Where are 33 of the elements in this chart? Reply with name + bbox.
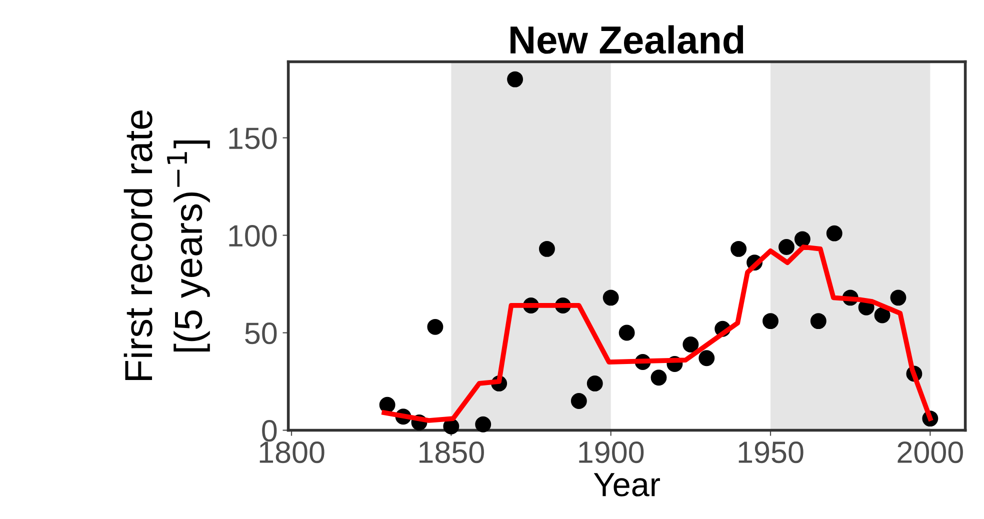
x-tick-label: 1800 bbox=[260, 441, 324, 464]
point bbox=[650, 370, 667, 386]
point bbox=[570, 393, 587, 409]
point bbox=[538, 240, 555, 257]
x-tick-label: 1900 bbox=[579, 441, 644, 464]
y-tick-label: 0 bbox=[262, 420, 277, 442]
point bbox=[618, 324, 635, 341]
y-axis-title: First record rate [(5 years)$^{−1}$] bbox=[124, 110, 210, 380]
point bbox=[730, 240, 747, 257]
point bbox=[443, 418, 460, 434]
y-tick-label: 150 bbox=[229, 128, 277, 150]
point bbox=[682, 336, 699, 352]
point bbox=[890, 290, 906, 306]
point bbox=[586, 375, 603, 392]
x-axis-title: Year bbox=[594, 473, 660, 496]
point bbox=[698, 350, 715, 366]
chart-title: New Zealand bbox=[510, 25, 744, 54]
point bbox=[427, 318, 444, 335]
point bbox=[602, 290, 619, 306]
point bbox=[826, 225, 842, 242]
point bbox=[778, 239, 794, 255]
point bbox=[475, 416, 492, 432]
x-tick-label: 1950 bbox=[738, 441, 804, 464]
y-tick-label: 50 bbox=[245, 322, 277, 344]
point bbox=[794, 231, 810, 248]
point bbox=[874, 307, 890, 324]
x-tick-label: 2000 bbox=[898, 441, 963, 464]
point bbox=[507, 71, 524, 88]
point bbox=[379, 396, 396, 413]
y-tick-label: 100 bbox=[229, 225, 277, 247]
x-tick-label: 1850 bbox=[420, 441, 484, 464]
point bbox=[810, 313, 826, 330]
point bbox=[762, 313, 778, 330]
